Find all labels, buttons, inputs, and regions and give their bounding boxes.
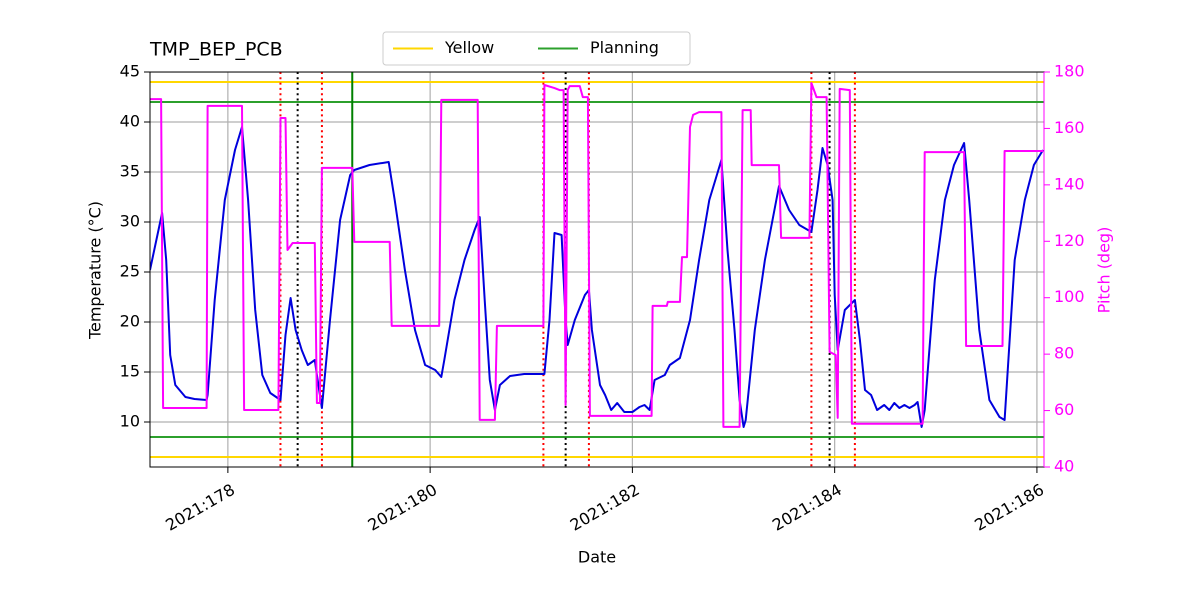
- y2-tick-label: 40: [1054, 457, 1074, 476]
- x-tick-label: 2021:184: [769, 480, 845, 535]
- y2-tick-label: 80: [1054, 344, 1074, 363]
- y-tick-label: 15: [120, 362, 140, 381]
- y-tick-label: 40: [120, 112, 140, 131]
- legend-label: Planning: [590, 38, 659, 57]
- x-tick-label: 2021:182: [567, 480, 643, 535]
- y2-tick-label: 140: [1054, 174, 1085, 193]
- series-line: [150, 82, 1043, 428]
- y2-tick-label: 180: [1054, 62, 1085, 81]
- y-tick-label: 25: [120, 262, 140, 281]
- y2-axis-label: Pitch (deg): [1095, 227, 1114, 314]
- y-tick-label: 20: [120, 312, 140, 331]
- y-tick-label: 45: [120, 62, 140, 81]
- y2-tick-label: 60: [1054, 400, 1074, 419]
- legend-label: Yellow: [444, 38, 494, 57]
- legend-box: [382, 31, 691, 66]
- y2-tick-label: 100: [1054, 287, 1085, 306]
- series-line: [150, 126, 1044, 428]
- x-tick-label: 2021:186: [971, 480, 1047, 535]
- x-axis-label: Date: [578, 548, 616, 567]
- y-axis-label: Temperature (°C): [86, 201, 105, 340]
- y2-tick-label: 120: [1054, 231, 1085, 250]
- y-tick-label: 10: [120, 412, 140, 431]
- y-tick-label: 35: [120, 162, 140, 181]
- chart-title: TMP_BEP_PCB: [149, 39, 283, 61]
- plot-area: [150, 72, 1044, 467]
- y-tick-label: 30: [120, 212, 140, 231]
- x-tick-label: 2021:178: [162, 480, 238, 535]
- y2-tick-label: 160: [1054, 118, 1085, 137]
- x-tick-label: 2021:180: [364, 480, 440, 535]
